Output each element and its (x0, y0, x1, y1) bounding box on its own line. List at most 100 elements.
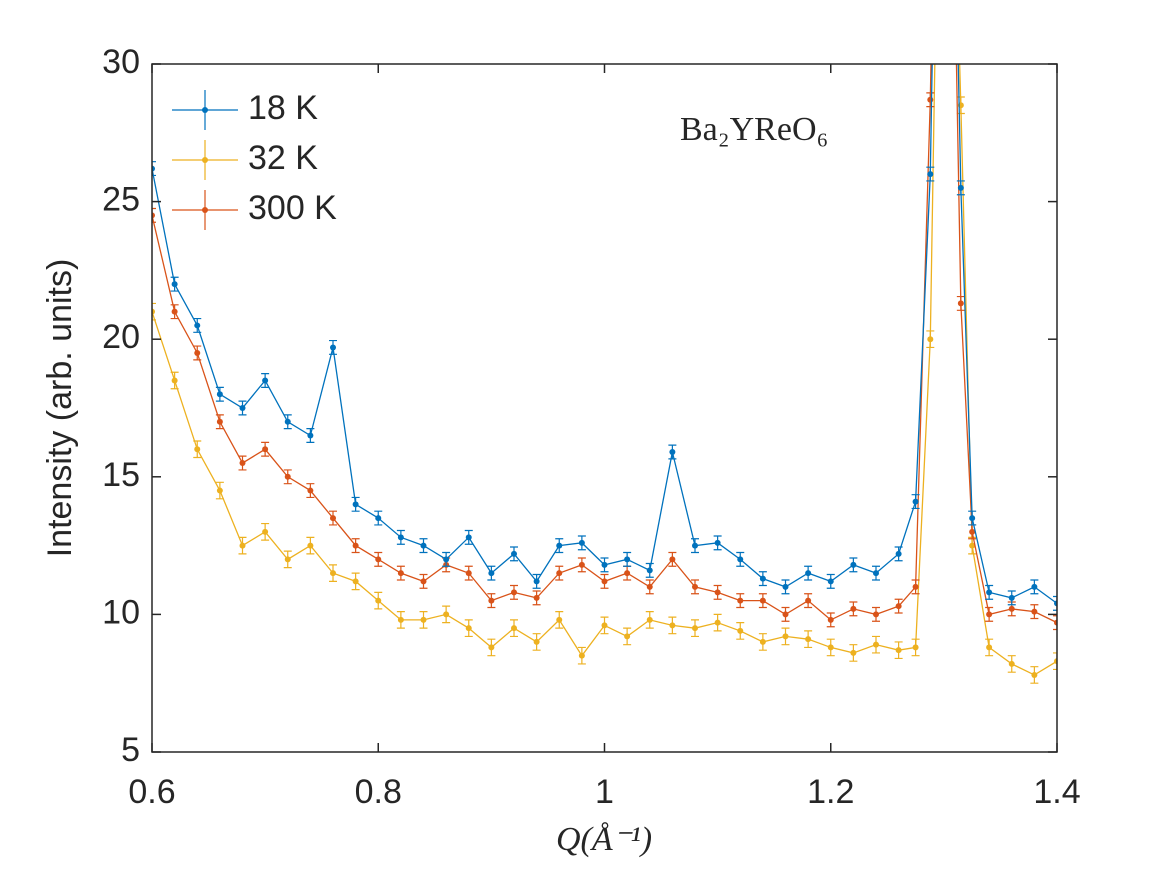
data-point (957, 184, 964, 191)
data-point (969, 528, 976, 535)
data-point (352, 542, 359, 549)
data-point (420, 616, 427, 623)
legend-label: 18 K (248, 89, 318, 127)
legend-marker (202, 157, 208, 163)
data-point (488, 597, 495, 604)
data-point (216, 391, 223, 398)
data-point (239, 460, 246, 467)
data-point (601, 561, 608, 568)
data-point (624, 556, 631, 563)
data-point (737, 627, 744, 634)
data-point (957, 300, 964, 307)
data-point (827, 644, 834, 651)
data-point (307, 487, 314, 494)
data-point (420, 578, 427, 585)
data-point (646, 616, 653, 623)
data-point (1008, 594, 1015, 601)
data-point (927, 96, 934, 103)
y-axis-label: Intensity (arb. units) (41, 259, 79, 558)
data-point (284, 418, 291, 425)
data-point (556, 570, 563, 577)
data-point (782, 611, 789, 618)
data-point (759, 638, 766, 645)
data-point (927, 336, 934, 343)
data-point (578, 539, 585, 546)
data-point (850, 561, 857, 568)
error-bar (152, 161, 156, 177)
y-tick-label: 20 (102, 318, 140, 356)
data-point (262, 446, 269, 453)
data-point (850, 649, 857, 656)
data-point (307, 432, 314, 439)
data-point (759, 597, 766, 604)
x-tick-label: 1 (595, 773, 614, 811)
error-bar (1053, 595, 1057, 611)
data-point (601, 622, 608, 629)
x-tick-label: 0.8 (355, 773, 402, 811)
data-point (669, 622, 676, 629)
data-point (352, 578, 359, 585)
y-tick-label: 10 (102, 593, 140, 631)
data-point (171, 281, 178, 288)
data-point (873, 611, 879, 618)
data-point (873, 641, 879, 648)
data-point (239, 542, 246, 549)
data-point (397, 534, 404, 541)
data-point (912, 498, 919, 505)
data-point (895, 550, 902, 557)
data-point (397, 570, 404, 577)
legend-label: 32 K (248, 139, 318, 177)
data-point (533, 638, 540, 645)
data-point (895, 647, 902, 654)
data-point (216, 418, 223, 425)
data-point (601, 578, 608, 585)
data-point (624, 633, 631, 640)
data-point (239, 405, 246, 411)
data-point (375, 515, 382, 522)
data-point (216, 487, 223, 494)
error-bar (152, 207, 156, 223)
data-point (578, 561, 585, 568)
data-point (805, 597, 812, 604)
data-point (488, 570, 495, 577)
data-point (782, 633, 789, 640)
data-point (986, 611, 993, 618)
data-point (805, 636, 812, 643)
data-point (912, 644, 919, 651)
data-point (895, 603, 902, 610)
data-point (1008, 660, 1015, 667)
data-point (827, 616, 834, 623)
data-point (375, 597, 382, 604)
data-point (533, 578, 540, 585)
data-point (443, 611, 450, 618)
data-point (827, 578, 834, 585)
data-point (669, 556, 676, 563)
data-point (284, 473, 291, 480)
data-point (1008, 605, 1015, 612)
data-point (969, 542, 976, 549)
data-point (330, 344, 336, 351)
data-point (986, 644, 993, 651)
data-point (465, 570, 472, 577)
data-point (624, 570, 631, 577)
data-point (262, 377, 269, 384)
data-point (330, 515, 336, 522)
data-point (556, 616, 563, 623)
data-point (465, 625, 472, 632)
data-point (737, 597, 744, 604)
data-point (714, 619, 721, 626)
data-point (759, 575, 766, 582)
data-point (646, 567, 653, 574)
x-tick-label: 1.4 (1033, 773, 1080, 811)
plot-area (152, 64, 1057, 684)
error-bar (152, 302, 156, 321)
y-tick-label: 15 (102, 456, 140, 494)
data-point (805, 570, 812, 577)
data-point (692, 583, 698, 590)
data-point (511, 589, 517, 596)
data-point (873, 570, 879, 577)
data-point (397, 616, 404, 623)
data-point (511, 625, 517, 632)
